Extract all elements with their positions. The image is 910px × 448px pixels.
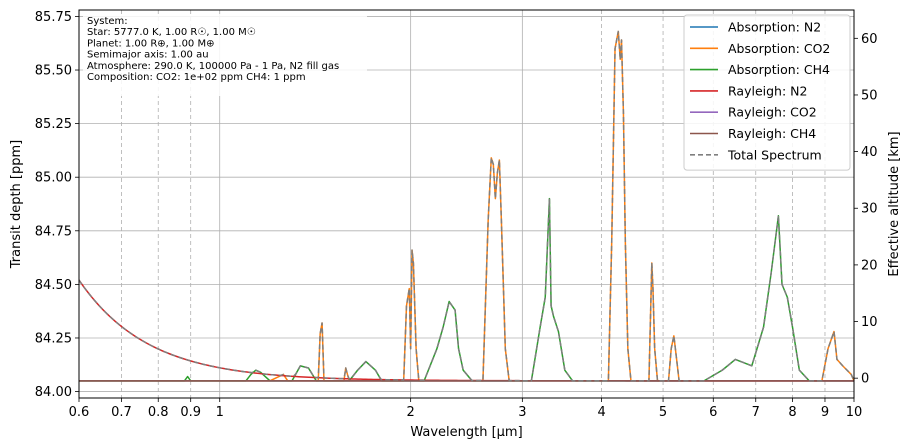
y-tick-label: 84.00 [35, 385, 72, 400]
axes-frame [78, 9, 855, 399]
y-tick-label: 85.00 [35, 171, 72, 186]
y-tick-label: 84.50 [35, 278, 72, 293]
x-tick-label: 0.9 [180, 405, 201, 420]
y-axis-left: 84.00 84.25 84.50 84.75 85.00 85.25 85.50 85.75 [35, 10, 79, 400]
x-tick-label: 1 [216, 405, 224, 420]
annotation-line: Planet: 1.00 R⊕, 1.00 M⊕ [87, 38, 214, 49]
x-tick-label: 10 [846, 405, 863, 420]
y-right-tick-label: 10 [861, 315, 878, 330]
legend-entry: Total Spectrum [727, 147, 822, 162]
x-tick-label: 6 [709, 405, 717, 420]
y-tick-label: 84.25 [35, 331, 72, 346]
y-right-tick-label: 0 [861, 372, 869, 387]
series-line-total-spectrum [78, 30, 855, 382]
legend-entry: Rayleigh: N2 [728, 83, 807, 98]
x-tick-label: 7 [752, 405, 760, 420]
legend-entry: Rayleigh: CO2 [728, 105, 817, 120]
annotation-line: System: [87, 16, 128, 27]
annotation-line: Star: 5777.0 K, 1.00 R☉, 1.00 M☉ [87, 27, 256, 38]
legend-entry: Absorption: CH4 [728, 62, 830, 77]
x-tick-label: 9 [821, 405, 829, 420]
y-tick-label: 85.50 [35, 64, 72, 79]
y-tick-label: 85.75 [35, 10, 72, 25]
legend-entry: Rayleigh: CH4 [728, 126, 816, 141]
annotation-line: Composition: CO2: 1e+02 ppm CH4: 1 ppm [87, 72, 306, 83]
x-tick-label: 3 [518, 405, 526, 420]
legend: Absorption: N2 Absorption: CO2 Absorption:… [683, 14, 851, 171]
x-tick-label: 5 [659, 405, 667, 420]
y-right-tick-label: 20 [861, 258, 878, 273]
y-right-tick-label: 50 [861, 88, 878, 103]
legend-box [683, 14, 851, 171]
x-tick-label: 8 [788, 405, 796, 420]
y-tick-label: 85.25 [35, 117, 72, 132]
annotation-line: Semimajor axis: 1.00 au [87, 50, 209, 61]
x-tick-label: 0.8 [148, 405, 169, 420]
legend-entry: Absorption: N2 [728, 20, 821, 35]
annotation-line: Atmosphere: 290.0 K, 100000 Pa - 1 Pa, N… [87, 61, 339, 72]
y-right-tick-label: 60 [861, 32, 878, 47]
series-line-rayleigh-n2 [78, 279, 854, 382]
x-tick-label: 2 [407, 405, 415, 420]
x-tick-label: 0.6 [69, 405, 90, 420]
x-axis: 0.6 0.7 0.8 0.9 1 2 3 4 5 6 7 8 9 10 [69, 398, 863, 420]
y-tick-label: 84.75 [35, 224, 72, 239]
y-axis-right: 0 10 20 30 40 50 60 [854, 32, 878, 387]
x-axis-label: Wavelength [µm] [410, 425, 522, 440]
legend-entry: Absorption: CO2 [728, 41, 830, 56]
annotation-box [83, 14, 367, 96]
system-annotation: System: Star: 5777.0 K, 1.00 R☉, 1.00 M☉… [83, 14, 367, 96]
y-axis-label: Transit depth [ppm] [9, 140, 24, 269]
x-tick-label: 4 [597, 405, 605, 420]
x-tick-label: 0.7 [111, 405, 132, 420]
y-axis-right-label: Effective altitude [km] [887, 131, 902, 276]
y-right-tick-label: 30 [861, 202, 878, 217]
y-right-tick-label: 40 [861, 145, 878, 160]
plot-area [78, 30, 855, 382]
series-line-absorption-ch4 [79, 197, 854, 382]
